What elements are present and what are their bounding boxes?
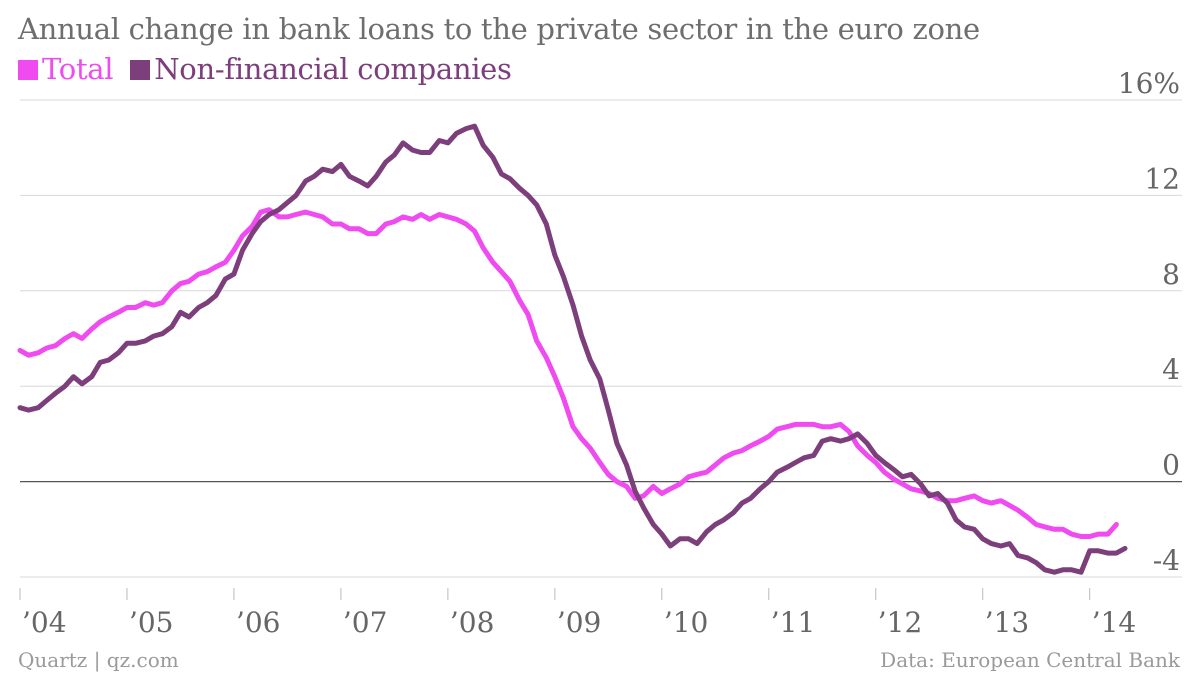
x-tick-label: ’14 xyxy=(1092,606,1137,639)
legend-label-non-financial: Non-financial companies xyxy=(154,52,512,86)
y-axis-ticks: 16% 12 8 4 0 -4 xyxy=(1118,67,1180,577)
y-tick-label: 12 xyxy=(1144,162,1180,195)
x-tick-label: ’13 xyxy=(985,606,1030,639)
y-tick-label: 4 xyxy=(1162,353,1180,386)
y-tick-label: -4 xyxy=(1153,544,1180,577)
x-axis-ticks: ’04 ’05 ’06 ’07 ’08 ’09 ’10 ’11 ’12 ’13 ’14 xyxy=(19,588,1137,639)
y-tick-label: 0 xyxy=(1162,449,1180,482)
source-credit: Quartz | qz.com xyxy=(18,648,179,672)
x-tick-label: ’04 xyxy=(22,606,67,639)
gridlines xyxy=(20,99,1182,578)
x-tick-label: ’07 xyxy=(343,606,388,639)
legend-swatch-total xyxy=(18,60,38,80)
chart-title: Annual change in bank loans to the priva… xyxy=(18,12,980,46)
y-tick-label: 8 xyxy=(1162,258,1180,291)
series-line-total xyxy=(17,207,1119,539)
legend-label-total: Total xyxy=(42,52,114,86)
x-tick-label: ’08 xyxy=(450,606,495,639)
series-lines xyxy=(17,123,1128,575)
series-line-non-financial xyxy=(17,123,1128,575)
x-tick-label: ’09 xyxy=(557,606,602,639)
x-tick-label: ’10 xyxy=(664,606,709,639)
x-tick-label: ’11 xyxy=(771,606,816,639)
legend-swatch-non-financial xyxy=(130,60,151,80)
data-source: Data: European Central Bank xyxy=(880,648,1180,672)
legend-item-total: Total xyxy=(18,52,114,86)
x-tick-label: ’05 xyxy=(129,606,174,639)
x-tick-label: ’12 xyxy=(878,606,923,639)
legend: Total Non-financial companies xyxy=(18,52,520,86)
y-tick-label: 16% xyxy=(1118,67,1180,100)
legend-item-non-financial: Non-financial companies xyxy=(130,52,512,86)
x-tick-label: ’06 xyxy=(236,606,281,639)
